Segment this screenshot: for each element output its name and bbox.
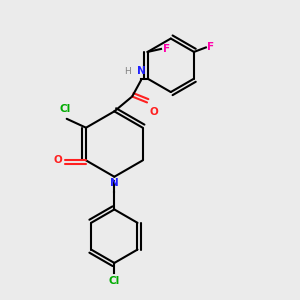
Text: O: O bbox=[53, 155, 62, 165]
Text: F: F bbox=[207, 43, 214, 52]
Text: Cl: Cl bbox=[60, 104, 71, 114]
Text: N: N bbox=[110, 178, 119, 188]
Text: F: F bbox=[163, 44, 170, 54]
Text: O: O bbox=[150, 107, 159, 117]
Text: Cl: Cl bbox=[109, 276, 120, 286]
Text: H: H bbox=[124, 67, 131, 76]
Text: N: N bbox=[136, 66, 146, 76]
